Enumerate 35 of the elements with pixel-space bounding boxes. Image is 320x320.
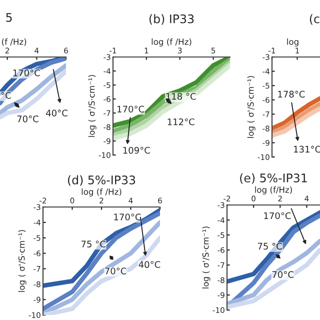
y-axis-title: log ( σ'/S·cm⁻¹) [202,226,210,288]
annotation: 70°C [105,268,126,274]
annotation: 170°C [264,212,291,220]
x-axis-title: log (f /Hz) [82,188,122,196]
x-axis-title: log (f/Hz) [255,186,292,194]
annotation: 70°C [17,116,38,122]
annotation: 75 °C [258,242,282,250]
annotation: 170°C [13,69,40,76]
annotation: 40°C [138,261,160,268]
line-series [272,102,320,135]
x-axis-title: (f /Hz) [2,38,26,46]
annotation: 178°C [278,90,305,98]
chart-title: (c [310,14,320,25]
line-series [227,238,320,306]
line-series [272,106,320,138]
chart-title: (e) 5%-IP31 [240,173,307,184]
annotation: 118 °C [166,92,196,100]
line-series [272,96,320,131]
y-axis-title: log ( σ'/S·cm⁻¹) [247,76,256,138]
chart-title: (b) IP33 [149,14,194,25]
x-axis-title: log [287,38,298,46]
chart-title: 5 [6,13,12,22]
chart-title: (d) 5%-IP33 [68,175,136,186]
annotation: 70°C [272,271,294,278]
annotation: 112°C [168,118,194,126]
annotation: 170°C [118,106,144,113]
annotation: 170°C [114,214,141,220]
annotation: 40°C [46,110,68,116]
x-axis-title: log (f /Hz) [152,38,192,46]
line-series [43,236,160,315]
annotation: °C [1,92,11,99]
y-axis-title: log ( σ'/S·cm⁻¹) [18,230,26,292]
y-axis-title: log ( σ'/S·cm⁻¹) [88,75,96,137]
annotation: 75 °C [81,240,106,248]
annotation: 109°C [123,146,150,154]
